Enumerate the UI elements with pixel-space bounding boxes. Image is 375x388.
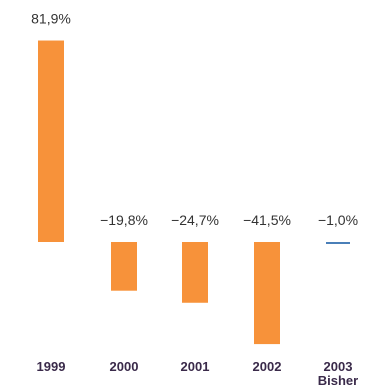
bar-2001 [182, 242, 208, 303]
value-label-2001: −24,7% [171, 212, 219, 228]
tick-label-2002: 2002 [253, 359, 282, 374]
value-label-2003: −1,0% [318, 212, 358, 228]
tick-label-2003: 2003 [324, 359, 353, 374]
value-label-2000: −19,8% [100, 212, 148, 228]
bar-2000 [111, 242, 137, 291]
value-label-2002: −41,5% [243, 212, 291, 228]
bar-2003 [326, 242, 350, 244]
tick-sublabel-2003: Bisher [318, 373, 358, 388]
bar-2002 [254, 242, 280, 345]
tick-label-1999: 1999 [37, 359, 66, 374]
tick-label-2000: 2000 [110, 359, 139, 374]
bar-1999 [38, 40, 64, 242]
tick-label-2001: 2001 [181, 359, 210, 374]
value-label-1999: 81,9% [31, 11, 71, 27]
